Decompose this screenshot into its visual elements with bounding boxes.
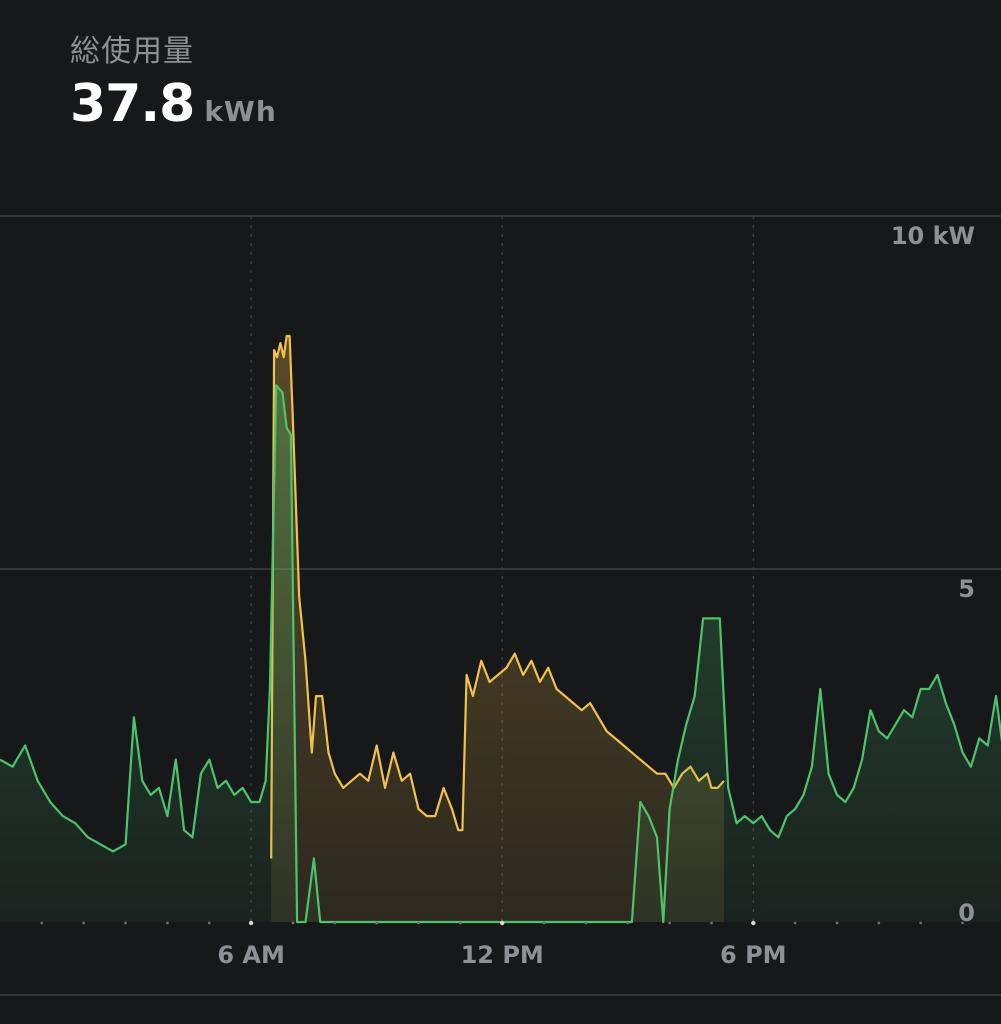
x-tick-dot-19 bbox=[793, 921, 797, 925]
x-tick-dot-7 bbox=[291, 921, 295, 925]
grid-layer bbox=[0, 215, 1001, 996]
summary-value: 37.8 bbox=[70, 74, 195, 134]
x-tick-dot-18 bbox=[751, 920, 756, 926]
y-tick-label-0: 0 bbox=[958, 899, 975, 927]
series-1-area bbox=[271, 336, 724, 922]
x-tick-label-12: 12 PM bbox=[461, 941, 544, 969]
summary-unit: kWh bbox=[204, 95, 277, 128]
x-tick-dot-22 bbox=[919, 921, 923, 925]
summary-header: 総使用量 37.8 kWh bbox=[70, 26, 277, 134]
x-tick-dot-6 bbox=[248, 920, 254, 926]
x-tick-dot-9 bbox=[375, 921, 379, 925]
x-tick-dot-23 bbox=[961, 921, 964, 925]
x-tick-dot-15 bbox=[626, 921, 630, 925]
x-tick-label-6: 6 AM bbox=[217, 941, 285, 969]
series-2-line bbox=[0, 384, 1001, 924]
x-tick-dot-3 bbox=[124, 921, 127, 925]
x-tick-dot-21 bbox=[877, 921, 881, 925]
x-tick-dot-1 bbox=[40, 921, 44, 925]
x-tick-dot-20 bbox=[835, 921, 839, 925]
series-layer bbox=[0, 334, 1001, 924]
x-tick-dot-8 bbox=[333, 921, 337, 925]
y-tick-label-5: 5 bbox=[958, 575, 975, 603]
x-tick-dot-11 bbox=[458, 921, 462, 925]
x-tick-dot-5 bbox=[207, 921, 211, 925]
x-tick-dot-10 bbox=[417, 921, 420, 925]
x-tick-label-18: 6 PM bbox=[720, 941, 787, 969]
series-1-line bbox=[270, 334, 725, 859]
x-tick-dot-14 bbox=[584, 921, 588, 925]
summary-label: 総使用量 bbox=[70, 34, 194, 69]
x-tick-dot-13 bbox=[542, 921, 546, 925]
x-tick-dot-17 bbox=[710, 921, 713, 925]
axis-layer: 10 kW 5 0 6 AM 12 PM 6 PM bbox=[40, 222, 975, 969]
x-tick-dot-16 bbox=[668, 921, 671, 925]
x-tick-dot-12 bbox=[500, 920, 505, 926]
x-tick-dot-4 bbox=[166, 921, 169, 925]
series-2-area bbox=[0, 385, 1001, 922]
summary-value-row: 37.8 kWh bbox=[70, 74, 277, 134]
y-tick-label-10: 10 kW bbox=[891, 222, 975, 250]
x-tick-dot-2 bbox=[82, 921, 86, 925]
